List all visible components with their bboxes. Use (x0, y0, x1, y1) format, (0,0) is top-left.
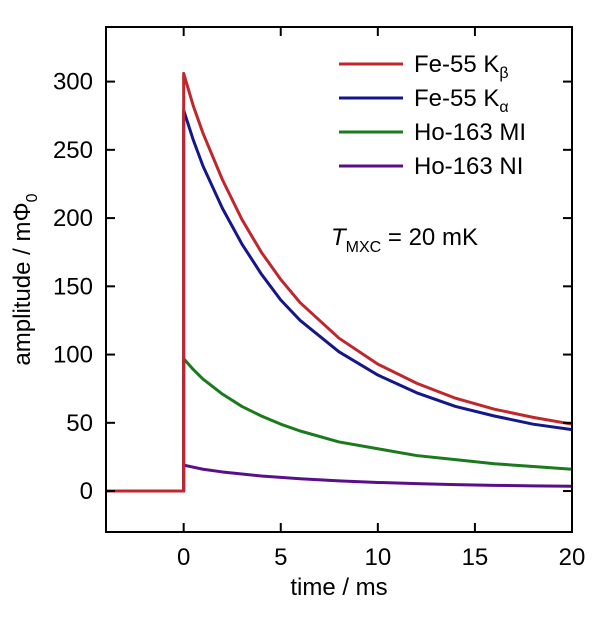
chart-marks (106, 71, 573, 493)
legend-label-2: Ho-163 MI (414, 119, 526, 146)
series-line-1 (106, 108, 573, 493)
legend-label-main-0: Fe-55 K (414, 51, 499, 78)
y-tick-label-2: 100 (53, 342, 93, 369)
x-axis-label: time / ms (290, 574, 387, 601)
series-line-2 (106, 357, 573, 493)
temperature-annotation: TMXC = 20 mK (331, 224, 478, 256)
y-axis-label-sub: 0 (24, 193, 41, 202)
legend-label-main-3: Ho-163 NI (414, 153, 523, 180)
y-axis-label-main: amplitude / mΦ (9, 202, 36, 365)
legend-label-0: Fe-55 Kβ (414, 51, 509, 82)
y-tick-label-4: 200 (53, 205, 93, 232)
y-tick-label-6: 300 (53, 69, 93, 96)
y-tick-label-0: 0 (80, 478, 93, 505)
x-tick-label-4: 20 (559, 544, 586, 571)
legend-label-main-2: Ho-163 MI (414, 119, 526, 146)
plot-frame (105, 26, 573, 533)
legend-label-1: Fe-55 Kα (414, 85, 509, 116)
y-tick-label-3: 150 (53, 273, 93, 300)
annotation-symbol: T (331, 224, 348, 251)
annotation-sub: MXC (346, 239, 382, 256)
x-tick-label-3: 15 (462, 544, 489, 571)
x-tick-label-2: 10 (364, 544, 391, 571)
annotation-text: = 20 mK (381, 224, 478, 251)
series-line-0 (106, 71, 573, 493)
legend-label-3: Ho-163 NI (414, 153, 523, 180)
y-axis-label: amplitude / mΦ0 (9, 193, 41, 365)
legend-label-main-1: Fe-55 K (414, 85, 499, 112)
legend-label-sub-1: α (499, 99, 508, 116)
x-tick-label-0: 0 (177, 544, 190, 571)
x-tick-label-1: 5 (274, 544, 287, 571)
y-tick-label-5: 250 (53, 137, 93, 164)
y-tick-label-1: 50 (66, 410, 93, 437)
series-line-3 (106, 463, 573, 493)
legend-label-sub-0: β (499, 65, 508, 82)
